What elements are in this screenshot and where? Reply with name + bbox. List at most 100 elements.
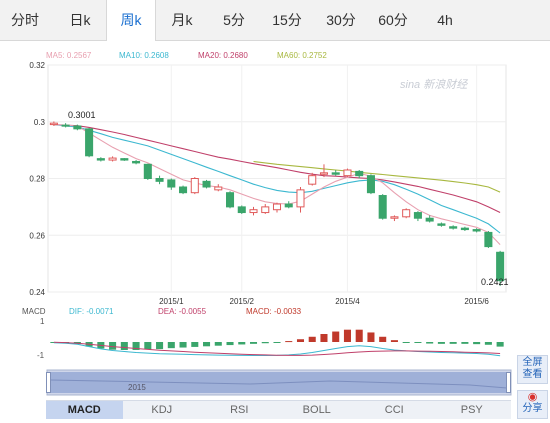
candle-body-5	[108, 157, 117, 161]
tab-1[interactable]: 日k	[69, 12, 91, 28]
candle-body-7	[132, 160, 141, 164]
macd-bar-38	[496, 342, 504, 347]
macd-bar-9	[156, 342, 164, 350]
candle-body-0	[49, 122, 58, 126]
candle-body-9	[155, 178, 164, 182]
navigator-year: 2015	[128, 383, 146, 392]
period-tab-bar: 分时 日k 周k 月k 5分 15分 30分 60分 4h	[0, 0, 550, 41]
navigator-left-handle[interactable]	[46, 372, 51, 393]
candle-body-23	[319, 172, 328, 175]
candle-body-12	[190, 178, 199, 194]
fullscreen-button[interactable]: 全屏 查看	[517, 355, 548, 384]
macd-bar-31	[414, 342, 422, 343]
x-tick-label-3: 2015/6	[464, 297, 489, 306]
macd-bar-21	[296, 339, 305, 342]
macd-bar-25	[343, 329, 351, 342]
macd-histogram	[50, 329, 504, 350]
macd-bar-35	[461, 342, 469, 344]
tab-0[interactable]: 分时	[11, 12, 39, 28]
macd-bar-15	[226, 342, 234, 346]
tab-4[interactable]: 5分	[223, 12, 245, 28]
candle-body-35	[460, 227, 469, 231]
x-tick-label-2: 2015/4	[335, 297, 360, 306]
tab-5[interactable]: 15分	[272, 12, 302, 28]
x-tick-label-0: 2015/1	[159, 297, 184, 306]
macd-bar-33	[437, 342, 445, 344]
ma5-line	[53, 124, 501, 245]
y-tick-label-0: 0.32	[29, 61, 45, 70]
macd-lines	[53, 341, 501, 357]
indicator-tab-boll[interactable]: BOLL	[302, 404, 331, 416]
macd-bar-16	[238, 342, 246, 345]
indicator-tab-cci[interactable]: CCI	[384, 404, 404, 416]
tab-8[interactable]: 4h	[437, 12, 453, 28]
candle-body-10	[167, 179, 176, 188]
indicator-tab-psy[interactable]: PSY	[460, 404, 483, 416]
candle-body-21	[296, 189, 305, 208]
ma60-line	[253, 160, 501, 193]
macd-bar-5	[109, 342, 117, 350]
macd-bar-19	[273, 342, 281, 343]
candle-body-20	[284, 203, 293, 208]
macd-bar-0	[50, 342, 58, 343]
tab-2[interactable]: 周k	[106, 0, 156, 41]
candle-body-33	[437, 223, 446, 226]
weibo-icon: ◉	[527, 391, 538, 403]
tab-7[interactable]: 60分	[378, 12, 408, 28]
fullscreen-label: 全屏 查看	[522, 357, 543, 380]
macd-value: MACD: -0.0033	[246, 307, 302, 316]
tab-3[interactable]: 月k	[171, 12, 193, 28]
indicator-tab-rsi[interactable]: RSI	[230, 404, 249, 416]
macd-bar-7	[132, 342, 140, 350]
navigator-track	[46, 369, 512, 396]
macd-bar-4	[97, 342, 105, 349]
y-tick-label-4: 0.24	[29, 288, 45, 297]
candle-body-3	[85, 128, 94, 157]
macd-bar-34	[449, 342, 457, 344]
y-tick-label-1: 0.3	[34, 118, 46, 127]
candle-body-15	[226, 192, 235, 208]
ma-legend: MA5: 0.2567 MA10: 0.2608 MA20: 0.2680 MA…	[46, 51, 327, 60]
candle-body-25	[343, 169, 352, 177]
macd-bar-28	[379, 336, 387, 342]
macd-bar-13	[203, 342, 211, 347]
indicator-tab-bar: MACD KDJ RSI BOLL CCI PSY	[46, 400, 511, 419]
macd-dif-line	[53, 342, 501, 357]
macd-bar-14	[214, 342, 222, 346]
candle-body-29	[390, 216, 399, 219]
watermark: sina 新浪财经	[400, 78, 468, 91]
legend-ma60: MA60: 0.2752	[277, 51, 327, 60]
candle-body-36	[472, 229, 481, 232]
watermark-text: sina 新浪财经	[400, 78, 468, 91]
indicator-tab-kdj[interactable]: KDJ	[151, 404, 173, 416]
candle-body-34	[449, 226, 458, 229]
candle-body-30	[402, 209, 411, 218]
macd-bar-23	[320, 334, 328, 342]
navigator-sparkline	[50, 379, 508, 389]
macd-dif: DIF: -0.0071	[69, 307, 114, 316]
navigator-right-handle[interactable]	[506, 372, 511, 393]
candle-body-18	[261, 206, 270, 214]
macd-bar-36	[473, 342, 481, 345]
candle-body-26	[355, 170, 364, 177]
macd-bar-22	[308, 336, 316, 342]
candle-body-11	[179, 186, 188, 194]
candle-body-4	[96, 158, 105, 161]
range-navigator: 2015	[46, 369, 512, 396]
macd-legend: MACD DIF: -0.0071 DEA: -0.0055 MACD: -0.…	[22, 307, 302, 360]
share-label: 分享	[522, 403, 543, 414]
candle-body-6	[120, 158, 129, 161]
indicator-tab-macd[interactable]: MACD	[46, 401, 123, 419]
macd-bar-29	[390, 340, 398, 342]
candle-body-38	[496, 251, 505, 282]
candles	[49, 121, 505, 287]
macd-axis-bottom: -1	[37, 351, 45, 360]
macd-bar-3	[85, 342, 93, 347]
candle-body-8	[143, 163, 152, 179]
tab-6[interactable]: 30分	[326, 12, 356, 28]
share-button[interactable]: ◉ 分享	[517, 390, 548, 419]
macd-name: MACD	[22, 307, 46, 316]
macd-bar-18	[261, 342, 269, 344]
macd-bar-26	[355, 329, 363, 342]
